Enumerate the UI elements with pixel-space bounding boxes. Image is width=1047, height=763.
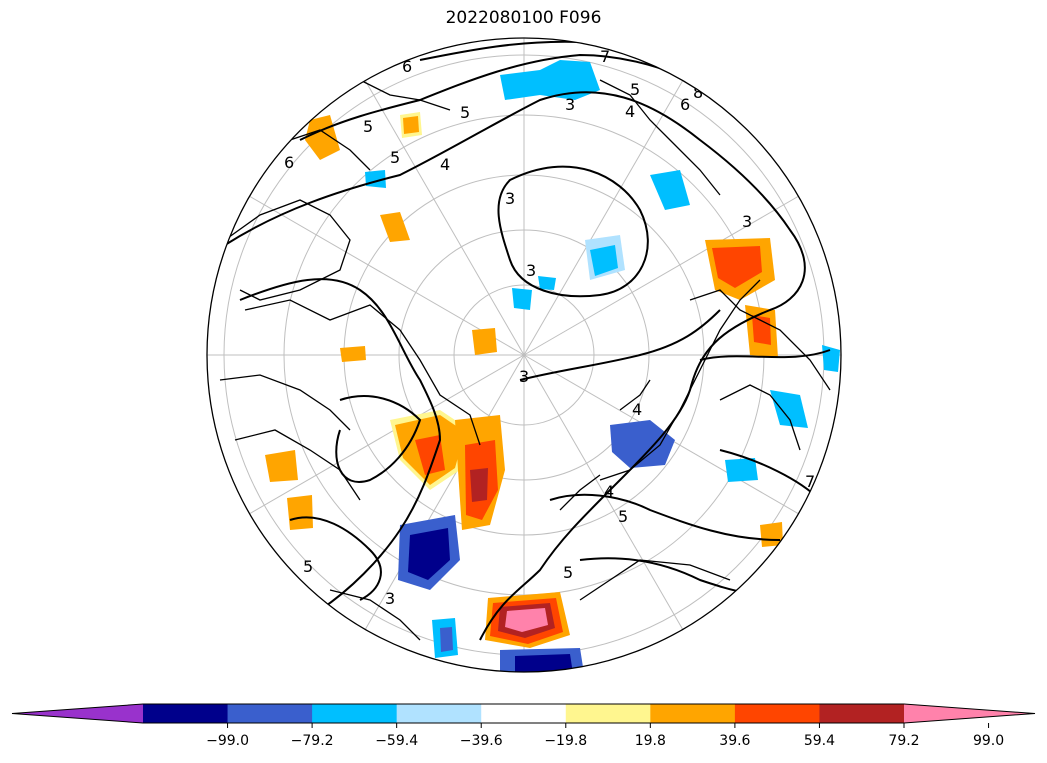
colorbar-segment [227,704,313,723]
anomaly-patch [408,528,450,580]
contour-label: 3 [385,589,395,608]
colorbar-tick-label: 79.2 [888,733,919,749]
colorbar-tick-label: −19.8 [544,733,587,749]
anomaly-patch [512,288,532,310]
anomaly-patch [470,468,488,502]
contour-label: 3 [505,189,515,208]
colorbar-tick-label: −79.2 [291,733,334,749]
anomaly-patch [265,450,298,482]
colorbar-segment [565,704,651,723]
anomaly-patch [380,212,410,242]
map-boundary [206,37,842,673]
colorbar-tick-label: −39.6 [460,733,503,749]
contour-label: 8 [693,83,703,102]
colorbar-segment [734,704,820,723]
anomaly-patch [725,458,758,482]
colorbar-extend-high [904,704,1035,723]
colorbar-outline [11,703,1036,724]
colorbar-tick-label: −59.4 [375,733,418,749]
contour-label: 5 [390,148,400,167]
anomaly-patch [770,390,808,428]
contour-label: 3 [742,212,752,231]
contour-label: 4 [625,102,635,121]
contour-label: 6 [680,95,690,114]
anomaly-patch [712,246,762,288]
contour-label: 4 [632,400,642,419]
colorbar-tick-label: 39.6 [719,733,750,749]
contour-label: 5 [460,103,470,122]
contour-label: 5 [630,80,640,99]
contour-label: 7 [600,47,610,66]
contour-label: 6 [402,57,412,76]
contour-label: 5 [618,507,628,526]
anomaly-patch [515,654,574,672]
anomaly-patch [752,315,771,345]
contour-label: 5 [563,563,573,582]
anomaly-patch [538,276,556,290]
colorbar-segment [312,704,398,723]
contour-label: 6 [284,153,294,172]
anomaly-patch [590,245,618,276]
anomaly-patch [403,116,419,134]
colorbar-tick-label: 19.8 [635,733,666,749]
colorbar-segment [481,704,567,723]
anomaly-patch [440,627,453,652]
colorbar-tick-label: 59.4 [804,733,835,749]
contour-label: 7 [805,472,815,491]
polar-map: 6 5 5 5 5 4 4 3 3 3 3 3 5 6 7 8 3 4 4 5 [206,37,842,673]
contour-label: 5 [303,557,313,576]
colorbar-segment [650,704,736,723]
anomaly-patch [340,346,366,362]
colorbar-tick-label: 99.0 [973,733,1004,749]
anomaly-patch [500,60,600,100]
colorbar-segment [819,704,905,723]
contour-label: 4 [440,155,450,174]
contour-label: 4 [604,482,614,501]
anomaly-patch [505,608,548,632]
contour-label: 5 [363,117,373,136]
colorbar-tick-label: −99.0 [206,733,249,749]
anomaly-patch [287,495,313,530]
contour-labels: 6 5 5 5 5 4 4 3 3 3 3 3 5 6 7 8 3 4 4 5 [284,47,815,608]
anomaly-patch [650,170,690,210]
anomaly-patch [472,328,497,355]
colorbar-extend-low [12,704,143,723]
contour-label: 3 [526,261,536,280]
colorbar-segment [396,704,482,723]
colorbar: −99.0 −79.2 −59.4 −39.6 −19.8 19.8 39.6 59.4 79.… [11,703,1036,749]
map-title: 2022080100 F096 [445,8,602,28]
anomaly-patch [610,420,675,468]
colorbar-segment [143,704,229,723]
contour-label: 3 [565,95,575,114]
contour-label: 3 [519,367,529,386]
